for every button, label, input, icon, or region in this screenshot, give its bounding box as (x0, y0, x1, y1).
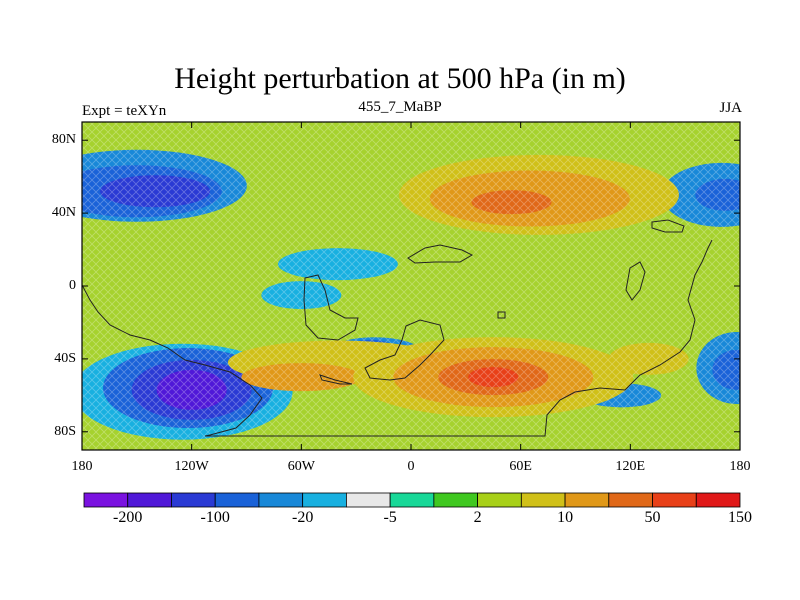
colorbar-swatch (214, 492, 260, 508)
coastline (407, 244, 474, 264)
coastline (319, 374, 353, 385)
colorbar-swatch (477, 492, 522, 508)
x-tick-label: 60E (509, 459, 532, 474)
colorbar-swatch (695, 492, 741, 508)
coastlines (82, 219, 713, 437)
field-layer (82, 122, 740, 450)
colorbar-swatch (127, 492, 172, 508)
coastline (651, 219, 685, 233)
experiment-label: Expt = teXYn (82, 103, 167, 119)
y-tick-label: 40S (54, 350, 76, 366)
colorbar (83, 492, 741, 508)
coastline (82, 284, 263, 437)
x-tick-label: 180 (729, 459, 751, 474)
run-label: 455_7_MaBP (358, 99, 442, 115)
axis-ticks (81, 122, 741, 450)
colorbar-swatch (302, 492, 347, 508)
coastline (205, 239, 713, 437)
x-tick-label: 180 (71, 459, 93, 474)
x-tick-label: 60W (287, 459, 315, 474)
x-tick-label: 0 (407, 459, 415, 474)
colorbar-label: -200 (113, 509, 143, 526)
colorbar-swatch (258, 492, 304, 508)
colorbar-label: 10 (557, 509, 574, 526)
colorbar-label: -100 (200, 509, 230, 526)
y-tick-label: 0 (69, 278, 76, 293)
colorbar-label: 50 (644, 509, 661, 526)
colorbar-swatch (389, 492, 435, 508)
colorbar-swatch (652, 492, 697, 508)
colorbar-swatch (345, 492, 391, 508)
colorbar-swatch (83, 492, 129, 508)
colorbar-swatch (171, 492, 216, 508)
colorbar-label: -5 (383, 509, 397, 526)
coastline (364, 319, 445, 381)
colorbar-swatch (608, 492, 653, 508)
x-tick-label: 120E (615, 459, 646, 474)
figure-title: Height perturbation at 500 hPa (in m) (174, 62, 626, 95)
x-tick-label: 120W (174, 459, 209, 474)
stipple-overlay (82, 122, 740, 450)
colorbar-swatch (564, 492, 610, 508)
colorbar-label: 150 (728, 509, 752, 526)
y-tick-label: 80S (54, 423, 76, 439)
coastline (625, 261, 646, 301)
y-tick-label: 40N (51, 205, 76, 221)
y-tick-label: 80N (51, 132, 76, 148)
colorbar-swatch (520, 492, 566, 508)
coastline (497, 311, 506, 319)
colorbar-label: 2 (473, 509, 482, 526)
colorbar-label: -20 (291, 509, 314, 526)
colorbar-swatch (433, 492, 479, 508)
season-label: JJA (719, 100, 742, 116)
coastline (303, 274, 359, 341)
